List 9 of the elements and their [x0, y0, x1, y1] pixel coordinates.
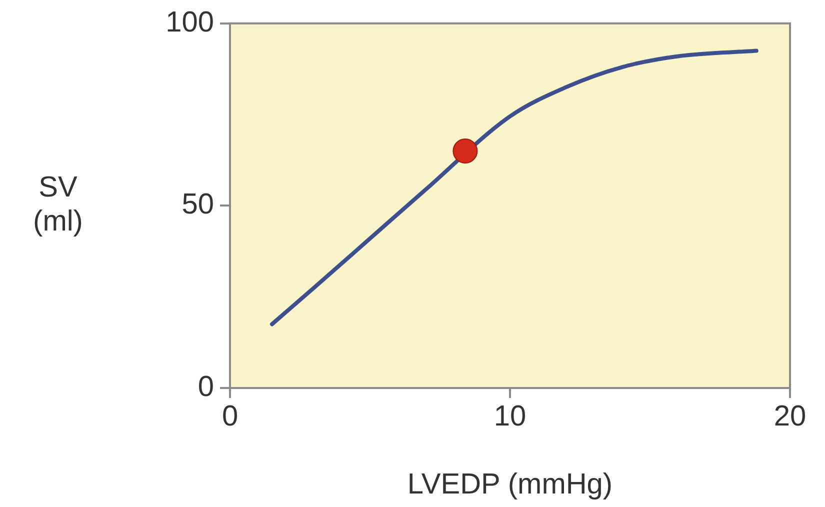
y-tick-label: 0 — [198, 371, 214, 403]
x-tick-label: 10 — [494, 400, 526, 432]
x-axis-title: LVEDP (mmHg) — [407, 468, 613, 501]
y-tick-label: 50 — [182, 188, 214, 221]
y-tick-label: 100 — [166, 6, 214, 38]
x-tick-label: 0 — [222, 400, 238, 432]
line-series — [270, 48, 758, 326]
x-tick-label: 20 — [774, 400, 806, 432]
y-axis-title: SV (ml) — [33, 172, 83, 238]
